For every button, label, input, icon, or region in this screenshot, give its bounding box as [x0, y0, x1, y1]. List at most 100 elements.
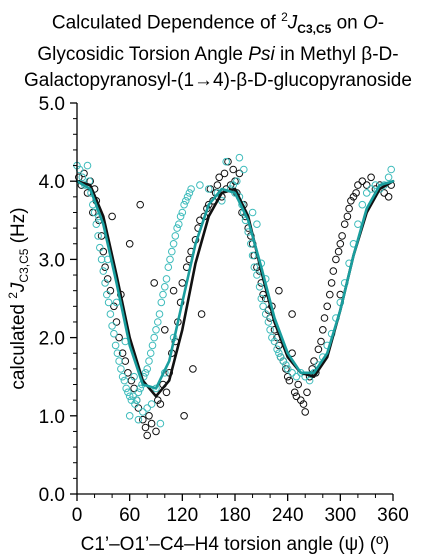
data-point-series-1 [336, 240, 345, 248]
title-sub: C3,C5 [297, 22, 332, 37]
data-point-series-2 [115, 357, 123, 365]
data-point-series-1 [213, 181, 222, 189]
data-point-series-1 [215, 173, 223, 182]
title-j: J [287, 12, 298, 34]
data-point-series-1 [152, 427, 160, 436]
data-point-series-1 [292, 392, 301, 401]
data-point-series-2 [176, 212, 185, 221]
data-point-series-1 [275, 286, 283, 295]
data-point-series-2 [275, 349, 283, 358]
data-point-series-1 [169, 286, 178, 295]
data-point-series-2 [104, 298, 113, 307]
title-line-2: Glycosidic Torsion Angle Psi in Methyl β… [0, 42, 436, 68]
x-tick-label: 0 [72, 505, 83, 526]
data-point-series-1 [314, 345, 323, 354]
fit-curve-2 [75, 179, 395, 390]
data-point-series-2 [283, 365, 292, 373]
data-point-series-2 [120, 376, 129, 385]
data-point-series-2 [187, 185, 195, 193]
data-point-series-2 [253, 271, 261, 279]
data-point-series-1 [178, 279, 187, 287]
data-point-series-1 [288, 310, 296, 318]
data-point-series-2 [131, 400, 139, 408]
data-point-series-2 [143, 404, 151, 412]
data-point-series-2 [257, 294, 266, 303]
data-point-series-2 [96, 243, 104, 252]
data-point-series-2 [266, 326, 274, 334]
x-tick-label: 60 [119, 505, 140, 526]
data-point-series-2 [143, 365, 151, 373]
data-point-series-1 [145, 412, 153, 420]
data-point-series-2 [146, 349, 155, 358]
data-point-series-2 [367, 185, 375, 193]
title-dash: - [377, 12, 385, 34]
data-point-series-2 [168, 247, 176, 256]
data-point-series-1 [367, 173, 375, 182]
data-point-series-1 [354, 181, 362, 189]
data-point-series-2 [261, 310, 270, 318]
data-point-series-1 [110, 302, 118, 311]
data-point-series-2 [124, 388, 132, 397]
data-point-series-2 [178, 208, 187, 217]
title-text-b: on [331, 12, 363, 34]
data-point-series-2 [253, 220, 261, 228]
data-point-series-1 [384, 193, 393, 201]
data-point-series-2 [134, 415, 143, 424]
data-point-series-1 [121, 357, 130, 365]
data-point-series-2 [292, 372, 301, 381]
data-point-series-1 [161, 326, 169, 334]
data-point-series-2 [270, 337, 279, 346]
x-tick-label: 360 [377, 505, 409, 526]
data-point-series-2 [273, 345, 281, 354]
data-point-series-2 [141, 369, 150, 377]
data-point-series-1 [323, 302, 332, 311]
data-point-series-1 [108, 212, 116, 221]
data-point-series-2 [110, 329, 118, 338]
data-point-series-2 [157, 298, 166, 307]
data-point-series-2 [125, 412, 134, 420]
data-point-series-1 [326, 290, 334, 299]
data-point-series-2 [139, 408, 147, 416]
y-label-sup: 2 [6, 292, 20, 299]
data-point-series-2 [173, 224, 181, 232]
y-tick-label: 3.0 [39, 250, 65, 271]
data-point-series-2 [255, 283, 264, 291]
data-point-series-2 [164, 263, 173, 272]
data-point-series-2 [384, 173, 393, 182]
data-point-series-2 [152, 326, 160, 334]
data-point-series-1 [334, 247, 343, 256]
data-point-series-2 [101, 279, 109, 287]
data-point-series-1 [294, 380, 303, 389]
x-tick-label: 120 [166, 505, 198, 526]
data-point-series-1 [162, 388, 171, 397]
data-point-series-1 [283, 372, 292, 381]
data-point-series-1 [143, 431, 151, 440]
data-point-series-1 [327, 279, 336, 287]
data-point-series-2 [83, 161, 92, 170]
data-point-series-2 [222, 157, 230, 166]
data-point-series-1 [347, 197, 355, 205]
data-point-series-2 [147, 400, 156, 408]
data-point-series-2 [240, 165, 248, 174]
data-point-series-1 [299, 400, 308, 408]
data-point-series-1 [358, 177, 367, 185]
data-point-series-1 [380, 189, 389, 197]
data-point-series-1 [303, 388, 311, 397]
data-point-series-1 [80, 169, 88, 178]
y-tick-label: 0.0 [39, 485, 65, 506]
data-point-series-1 [352, 189, 360, 197]
data-point-series-2 [156, 419, 165, 428]
data-point-series-2 [166, 255, 174, 264]
data-point-series-2 [117, 365, 125, 373]
title-sup: 2 [281, 10, 288, 24]
chart-axes: 0.0 1.0 2.0 3.0 4.0 5.0 0 60 120 180 240 300 360 [39, 94, 409, 526]
data-point-series-1 [106, 286, 115, 295]
data-point-series-1 [317, 337, 325, 346]
data-point-series-1 [285, 376, 294, 385]
data-point-series-2 [106, 310, 115, 318]
data-point-series-2 [250, 263, 259, 272]
data-point-series-1 [197, 310, 206, 318]
y-tick-label: 5.0 [39, 94, 65, 115]
x-tick-label: 240 [272, 505, 304, 526]
